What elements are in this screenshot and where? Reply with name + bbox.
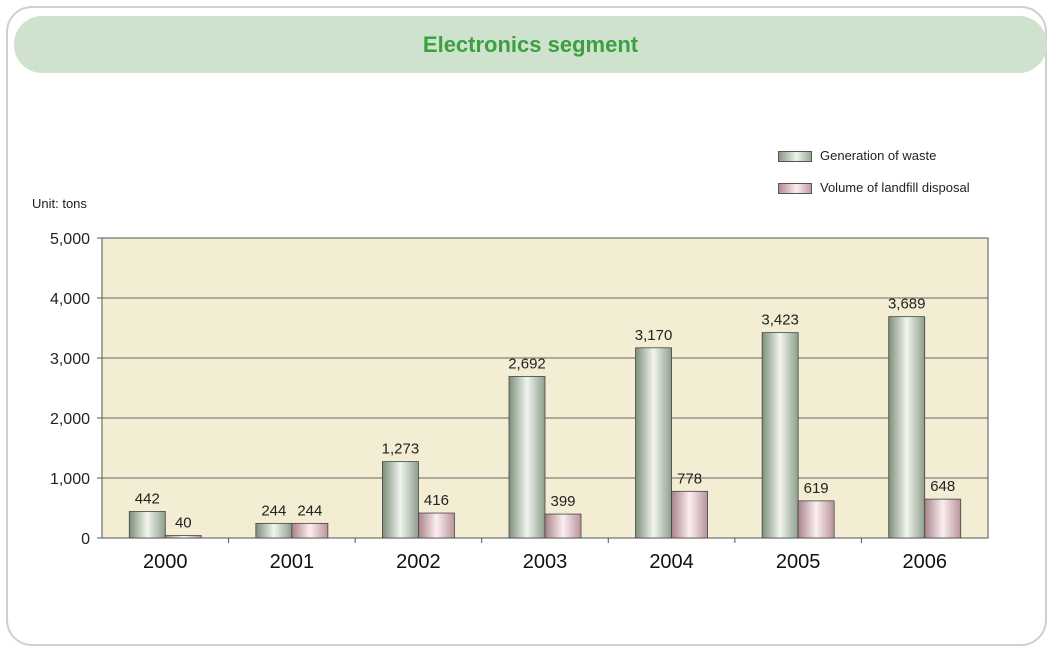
data-label-generation: 442: [135, 490, 160, 507]
bar-generation: [888, 316, 926, 539]
x-tick-label: 2004: [649, 551, 694, 573]
x-tick-label: 2002: [396, 551, 441, 573]
x-tick-label: 2005: [776, 551, 821, 573]
data-labels: 442 244 1,273 2,692 3,170 3,423 3,689 40 244 416 3…: [135, 296, 955, 532]
bar-landfill: [797, 500, 835, 539]
x-tick-label: 2006: [902, 551, 947, 573]
x-tick-label: 2003: [523, 551, 568, 573]
y-tick-label: 1,000: [50, 471, 90, 488]
title-bar: Electronics segment: [14, 16, 1047, 73]
bar-landfill: [924, 498, 962, 539]
bar-landfill: [671, 490, 708, 539]
legend-swatch-landfill: [778, 183, 812, 194]
data-label-generation: 3,689: [888, 296, 926, 313]
data-label-generation: 3,170: [635, 327, 673, 344]
bar-generation: [635, 347, 672, 539]
legend-label-generation: Generation of waste: [820, 148, 937, 163]
x-tick-label: 2000: [143, 551, 188, 573]
data-label-generation: 244: [261, 502, 286, 519]
bar-generation: [761, 332, 799, 539]
data-label-landfill: 244: [297, 502, 322, 519]
data-label-generation: 2,692: [508, 355, 546, 372]
bar-chart: 0 1,000 2,000 3,000 4,000 5,000 2000 2001 2002 20…: [50, 231, 989, 573]
x-tick-label: 2001: [270, 551, 315, 573]
y-tick-label: 3,000: [50, 351, 90, 368]
data-label-landfill: 40: [175, 515, 192, 532]
legend-label-landfill: Volume of landfill disposal: [820, 180, 970, 195]
data-label-landfill: 416: [424, 492, 449, 509]
bars: [128, 316, 962, 539]
data-label-landfill: 399: [550, 493, 575, 510]
data-label-generation: 3,423: [761, 312, 799, 329]
bar-landfill: [291, 522, 329, 539]
legend-swatch-generation: [778, 151, 812, 162]
y-tick-label: 0: [81, 531, 90, 548]
bar-landfill: [544, 513, 582, 539]
chart-title: Electronics segment: [422, 32, 639, 57]
axis-ticks: 0 1,000 2,000 3,000 4,000 5,000 2000 2001 2002 20…: [50, 231, 947, 573]
y-tick-label: 2,000: [50, 411, 90, 428]
y-tick-label: 5,000: [50, 231, 90, 248]
bar-landfill: [164, 535, 202, 539]
data-label-landfill: 648: [930, 478, 955, 495]
bar-generation: [128, 511, 166, 539]
data-label-landfill: 778: [677, 470, 702, 487]
bar-generation: [255, 522, 293, 539]
bar-generation: [382, 461, 419, 539]
unit-label: Unit: tons: [32, 196, 87, 211]
bar-generation: [508, 376, 546, 539]
data-label-landfill: 619: [804, 480, 829, 497]
bar-landfill: [418, 512, 455, 539]
data-label-generation: 1,273: [382, 441, 420, 458]
y-tick-label: 4,000: [50, 291, 90, 308]
